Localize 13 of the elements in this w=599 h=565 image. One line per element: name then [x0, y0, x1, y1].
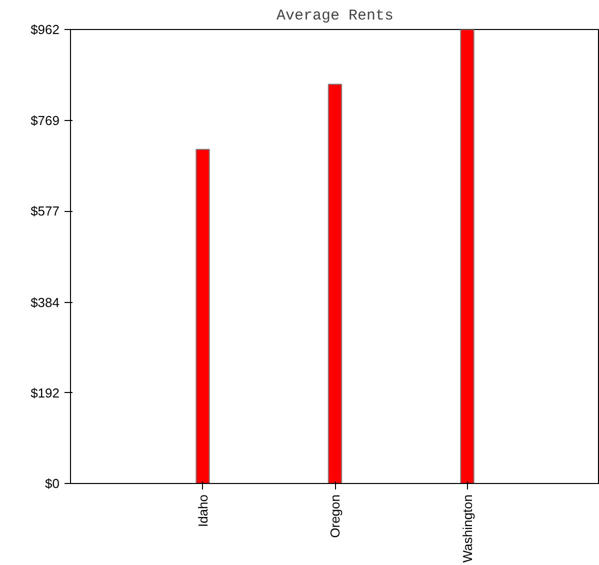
x-tick-label: Oregon	[328, 494, 342, 538]
y-tick-label: $769	[30, 113, 60, 128]
y-tick-label: $0	[45, 476, 60, 491]
chart-title: Average Rents	[276, 8, 394, 24]
x-tick-label: Washington	[460, 494, 475, 563]
y-tick-label: $192	[30, 385, 60, 400]
y-tick-label: $577	[30, 204, 60, 219]
x-tick-label: Idaho	[195, 494, 210, 528]
bar	[196, 148, 210, 484]
y-tick-label: $384	[30, 294, 60, 310]
bar	[460, 30, 474, 484]
y-tick-label: $962	[30, 22, 60, 37]
bar	[328, 84, 342, 484]
